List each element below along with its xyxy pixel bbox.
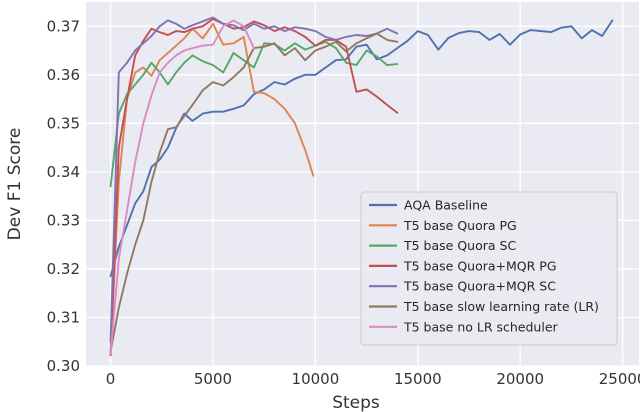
y-tick-label: 0.37 — [47, 17, 80, 35]
y-tick-label: 0.35 — [47, 114, 80, 132]
x-tick-label: 0 — [106, 370, 116, 388]
y-axis-label: Dev F1 Score — [5, 128, 25, 241]
y-tick-label: 0.34 — [47, 163, 80, 181]
series-line-3 — [109, 40, 399, 188]
x-tick-label: 10000 — [292, 370, 340, 388]
legend-label-5: T5 base Quora+MQR SC — [403, 279, 556, 294]
legend-label-4: T5 base Quora+MQR PG — [403, 258, 557, 273]
legend-label-7: T5 base no LR scheduler — [403, 319, 559, 334]
legend-frame — [360, 191, 618, 346]
x-axis-label: Steps — [332, 393, 380, 412]
legend: AQA Baseline T5 base Quora PG T5 base Quor… — [360, 191, 618, 346]
series-lines — [109, 16, 614, 357]
x-tick-label: 20000 — [496, 370, 544, 388]
x-tick-label: 5000 — [194, 370, 232, 388]
legend-label-6: T5 base slow learning rate (LR) — [403, 299, 599, 314]
y-tick-label: 0.30 — [47, 357, 80, 375]
series-line-5 — [109, 16, 399, 343]
y-tick-label: 0.32 — [47, 260, 80, 278]
legend-label-3: T5 base Quora SC — [403, 238, 516, 253]
legend-label-1: AQA Baseline — [404, 198, 488, 213]
legend-items: AQA Baseline T5 base Quora PG T5 base Quor… — [369, 198, 599, 334]
y-tick-labels: 0.30 0.31 0.32 0.33 0.34 0.35 0.36 0.37 — [47, 17, 80, 375]
legend-label-2: T5 base Quora PG — [403, 218, 517, 233]
y-tick-label: 0.31 — [47, 308, 80, 326]
series-line-6 — [109, 32, 399, 353]
y-tick-label: 0.36 — [47, 66, 80, 84]
x-tick-label: 15000 — [394, 370, 442, 388]
series-line-2 — [109, 22, 315, 354]
series-line-7 — [109, 19, 255, 355]
y-tick-label: 0.33 — [47, 211, 80, 229]
